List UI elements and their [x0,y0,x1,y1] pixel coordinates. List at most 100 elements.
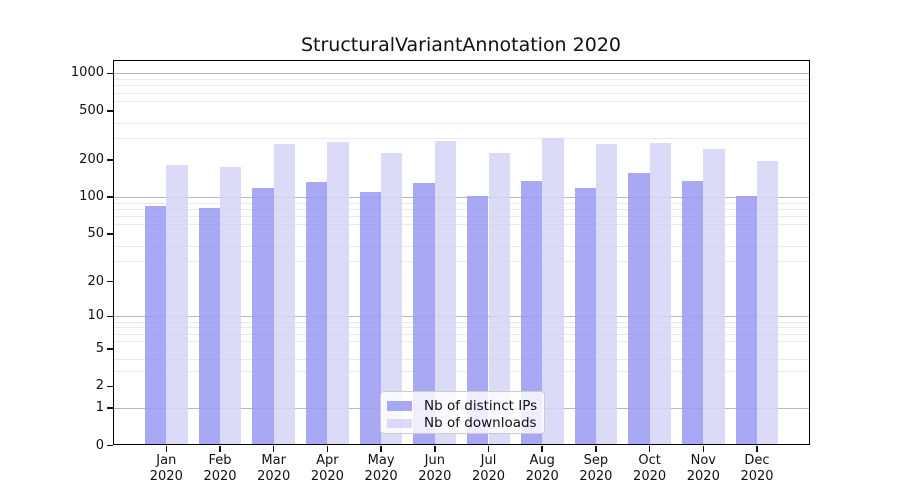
x-tick [756,445,758,452]
bar-downloads-jun [434,141,457,446]
bar-distinct-ips-may [359,191,382,446]
bar-downloads-feb [220,166,242,446]
legend-item-distinct-ips: Nb of distinct IPs [381,397,544,415]
bar-distinct-ips-jul [467,196,489,446]
y-tick [107,280,113,283]
bar-distinct-ips-dec [735,195,757,446]
bar-downloads-nov [703,149,725,446]
y-tick-label: 1 [95,400,104,416]
gridline-minor [113,333,810,335]
y-tick [107,348,113,350]
bar-distinct-ips-sep [574,187,596,446]
gridline-minor [113,224,810,226]
bar-downloads-jul [488,153,510,446]
x-tick-label: Feb 2020 [203,452,237,484]
y-tick [107,385,113,388]
gridline-major [113,196,810,198]
y-tick-label: 50 [87,225,104,241]
legend-swatch-distinct-ips [387,401,412,411]
y-tick-label: 0 [95,437,104,453]
gridline-minor [113,370,810,372]
y-tick-label: 2 [95,378,104,394]
bar-downloads-apr [327,142,349,446]
legend-label-downloads: Nb of downloads [424,415,537,432]
y-tick [107,407,113,409]
bar-distinct-ips-apr [306,181,328,446]
y-tick-label: 10 [87,308,104,324]
y-tick [107,444,113,447]
bar-downloads-mar [273,143,296,446]
legend: Nb of distinct IPs Nb of downloads [380,391,545,434]
x-tick-label: Dec 2020 [740,452,774,484]
bar-distinct-ips-oct [628,172,650,446]
x-tick [595,445,597,452]
gridline-minor [113,100,810,102]
y-tick-label: 500 [79,102,104,118]
x-tick-label: Aug 2020 [525,452,559,484]
y-tick [107,109,113,112]
y-tick-label: 1000 [70,65,104,81]
x-tick [165,445,168,452]
y-tick [107,159,113,161]
gridline-minor [113,122,810,124]
gridline-minor [113,92,810,94]
y-tick [107,196,113,198]
chart-title: StructuralVariantAnnotation 2020 [300,34,621,56]
bar-downloads-jan [166,164,188,446]
y-tick-label: 200 [79,151,104,167]
x-tick-label: Apr 2020 [310,452,344,484]
gridline-minor [113,138,810,140]
gridline-minor [113,245,810,247]
bar-distinct-ips-mar [252,188,274,446]
gridline-minor [113,85,810,87]
legend-label-distinct-ips: Nb of distinct IPs [424,397,538,414]
bar-downloads-oct [649,143,671,446]
bar-downloads-may [381,153,403,446]
gridline-minor [113,208,810,210]
gridline-major [113,73,810,75]
y-tick [107,72,113,75]
plot-area [113,60,810,446]
x-tick [219,445,221,452]
gridline-minor [113,340,810,342]
bar-downloads-sep [595,143,618,446]
x-tick [380,445,382,452]
gridline-major [113,316,810,318]
gridline-minor [113,358,810,360]
gridline-minor [113,215,810,217]
x-tick-label: Jun 2020 [418,452,452,484]
legend-item-downloads: Nb of downloads [381,415,544,433]
bar-distinct-ips-nov [681,180,704,446]
gridline-minor [113,260,810,262]
y-tick-label: 5 [95,341,104,356]
gridline-minor [113,327,810,329]
bar-downloads-dec [757,161,779,446]
x-tick-label: Oct 2020 [633,452,667,484]
x-tick [487,445,490,452]
x-tick-label: Jan 2020 [149,452,183,484]
y-tick-label: 20 [87,273,104,289]
x-tick [434,445,436,452]
gridline-minor [113,202,810,204]
gridline-minor [113,321,810,323]
x-tick-label: Jul 2020 [471,452,506,484]
legend-swatch-downloads [387,418,412,428]
x-tick [648,445,651,452]
x-tick [326,445,329,452]
x-tick-label: May 2020 [364,452,398,484]
bar-distinct-ips-feb [198,208,220,446]
y-tick [107,232,113,235]
y-tick [107,315,113,318]
bar-distinct-ips-jan [144,206,167,446]
bar-downloads-aug [542,137,564,446]
gridline-minor [113,79,810,81]
bar-distinct-ips-aug [520,180,543,446]
x-tick [702,445,705,452]
x-tick [272,445,275,452]
x-tick [541,445,543,452]
x-tick-label: Mar 2020 [257,452,291,484]
bar-distinct-ips-jun [413,182,435,446]
x-tick-label: Nov 2020 [686,452,720,484]
x-tick-label: Sep 2020 [579,452,613,484]
